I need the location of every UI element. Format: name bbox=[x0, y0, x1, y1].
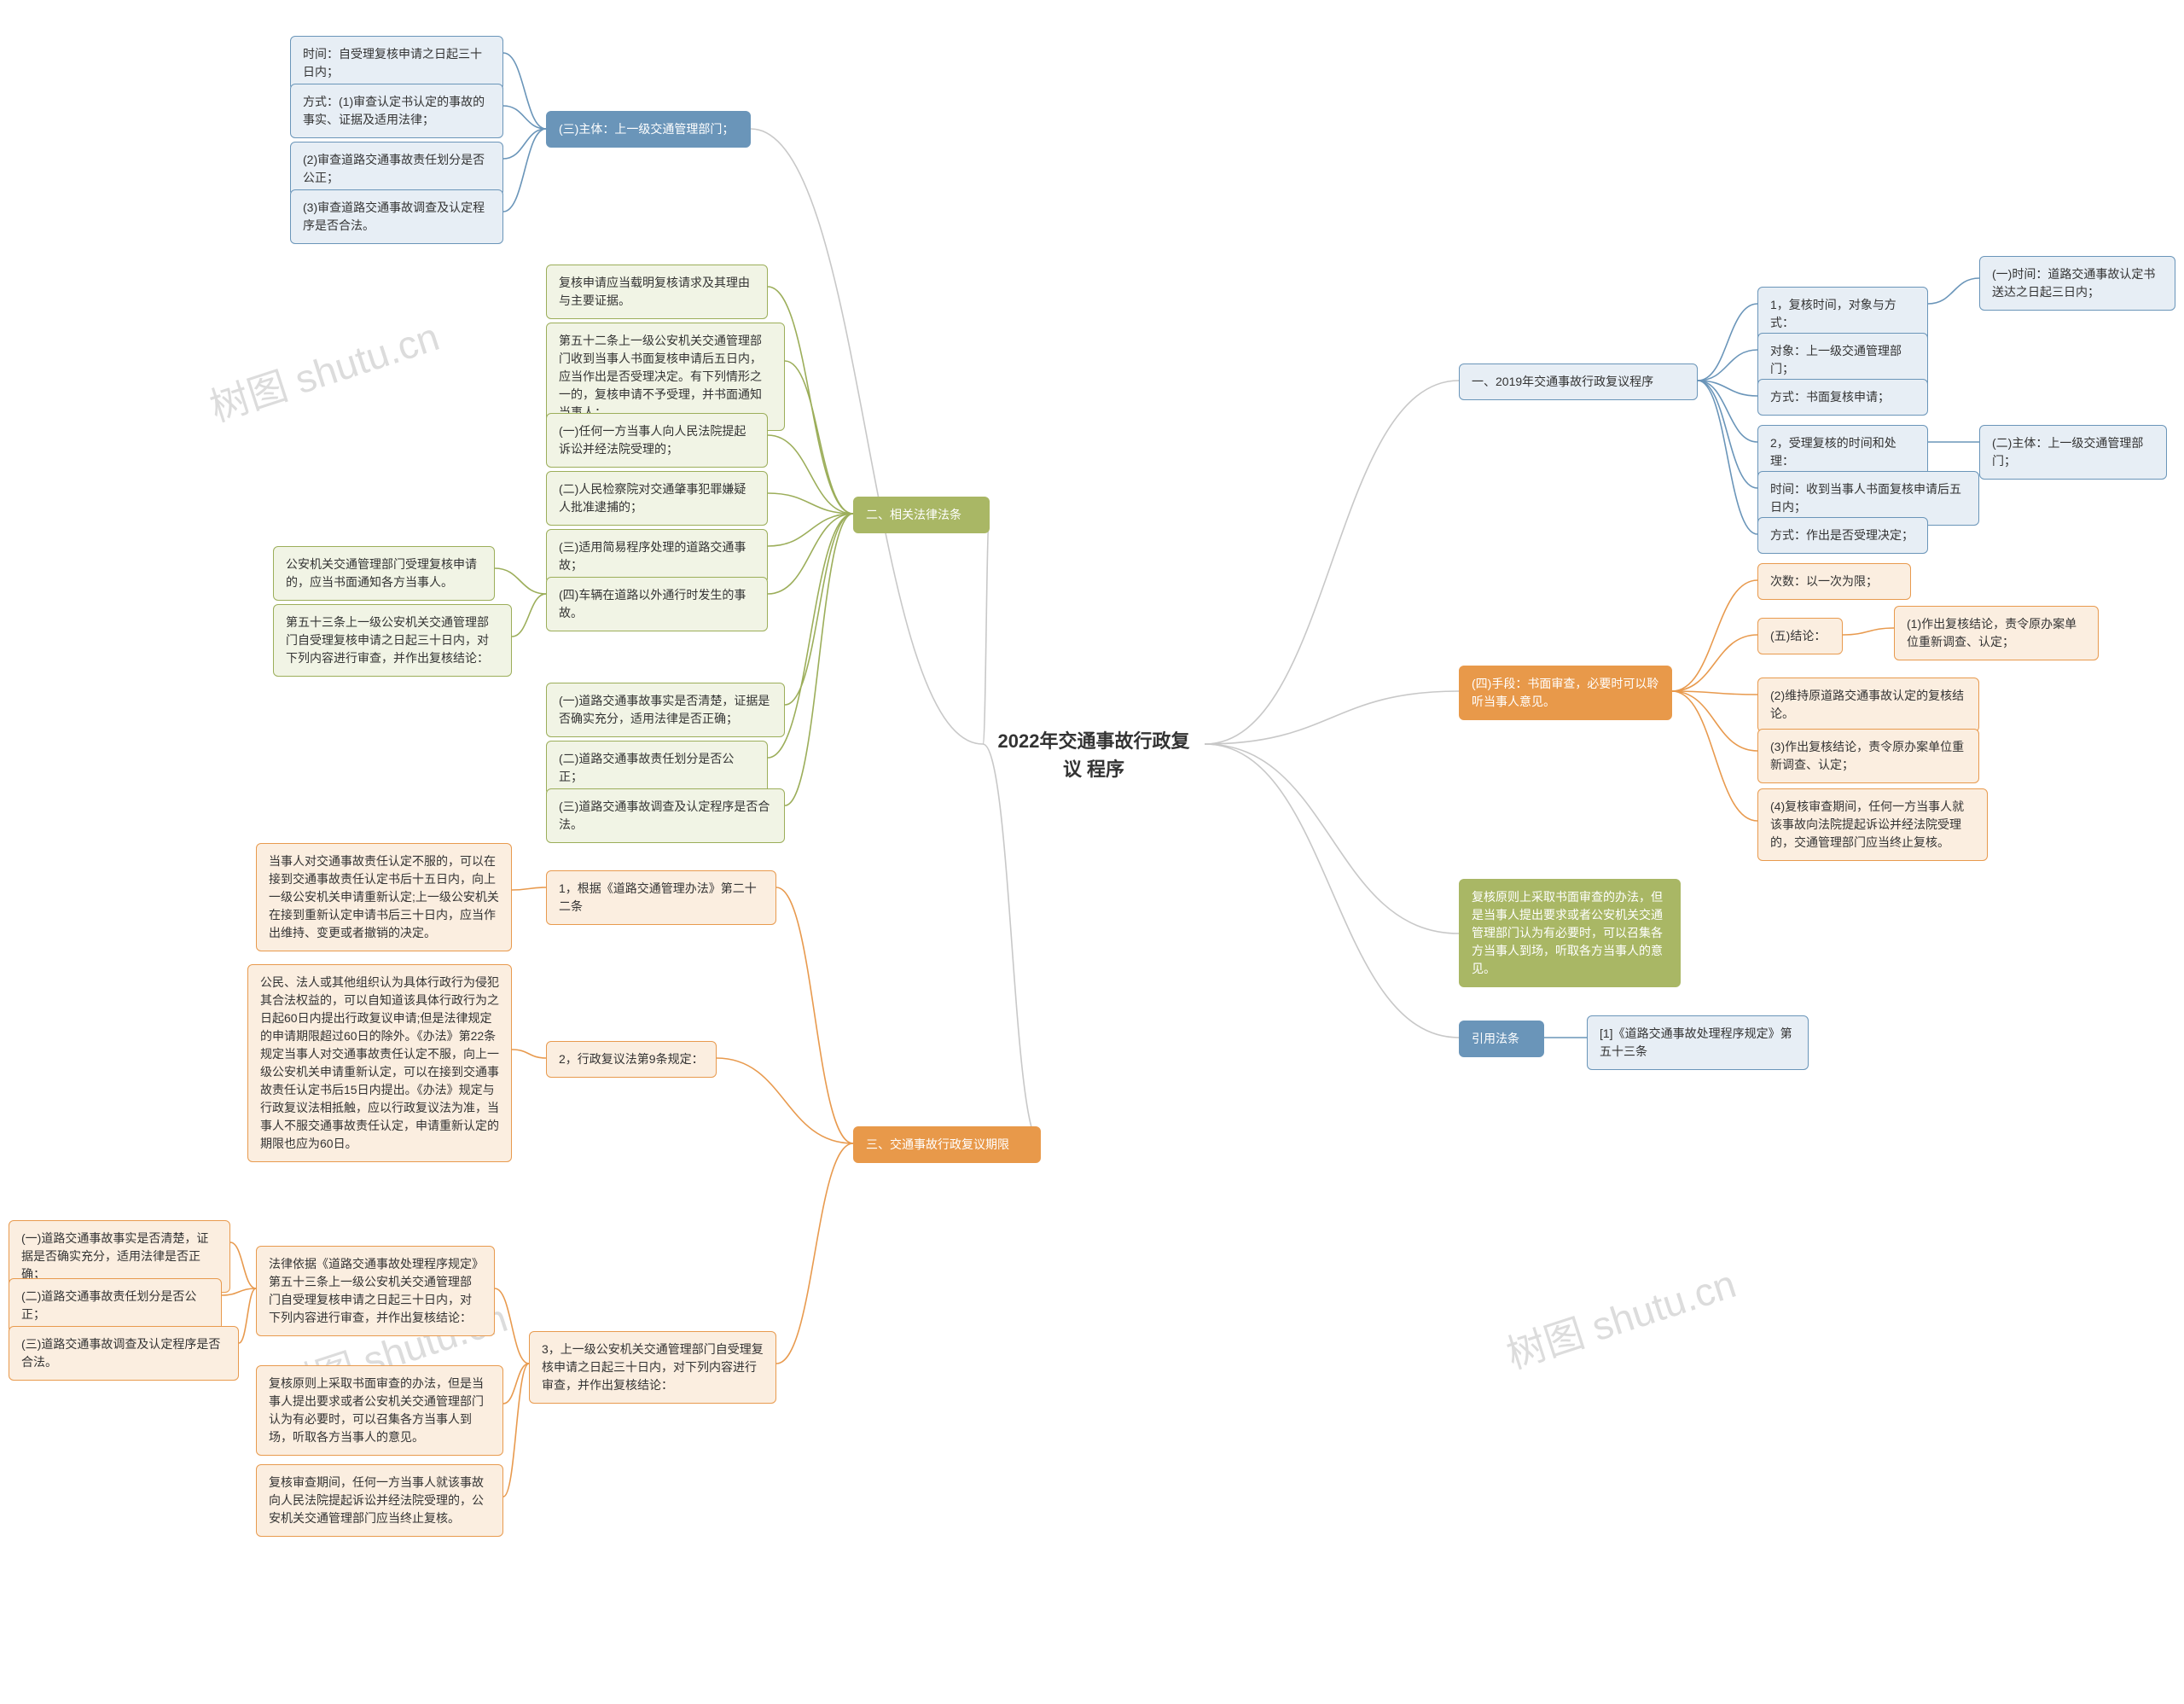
mindmap-node: 法律依据《道路交通事故处理程序规定》第五十三条上一级公安机关交通管理部门自受理复… bbox=[256, 1246, 495, 1336]
mindmap-node: 一、2019年交通事故行政复议程序 bbox=[1459, 363, 1698, 400]
mindmap-node: (三)道路交通事故调查及认定程序是否合法。 bbox=[9, 1326, 239, 1381]
mindmap-node: 次数：以一次为限； bbox=[1757, 563, 1911, 600]
mindmap-node: (四)手段：书面审查，必要时可以聆听当事人意见。 bbox=[1459, 666, 1672, 720]
mindmap-node: [1]《道路交通事故处理程序规定》第五十三条 bbox=[1587, 1015, 1809, 1070]
mindmap-node: (一)时间：道路交通事故认定书送达之日起三日内； bbox=[1979, 256, 2175, 311]
mindmap-node: 复核申请应当载明复核请求及其理由与主要证据。 bbox=[546, 265, 768, 319]
mindmap-node: (4)复核审查期间，任何一方当事人就该事故向法院提起诉讼并经法院受理的，交通管理… bbox=[1757, 788, 1988, 861]
mindmap-node: (二)主体：上一级交通管理部门； bbox=[1979, 425, 2167, 480]
mindmap-node: (2)维持原道路交通事故认定的复核结论。 bbox=[1757, 678, 1979, 732]
mindmap-node: 公民、法人或其他组织认为具体行政行为侵犯其合法权益的，可以自知道该具体行政行为之… bbox=[247, 964, 512, 1162]
mindmap-node: 复核原则上采取书面审查的办法，但是当事人提出要求或者公安机关交通管理部门认为有必… bbox=[1459, 879, 1681, 987]
mindmap-node: 第五十三条上一级公安机关交通管理部门自受理复核申请之日起三十日内，对下列内容进行… bbox=[273, 604, 512, 677]
mindmap-node: 3，上一级公安机关交通管理部门自受理复核申请之日起三十日内，对下列内容进行审查，… bbox=[529, 1331, 776, 1404]
mindmap-node: (3)作出复核结论，责令原办案单位重新调查、认定； bbox=[1757, 729, 1979, 783]
mindmap-node: 2，行政复议法第9条规定： bbox=[546, 1041, 717, 1078]
watermark: 树图 shutu.cn bbox=[1499, 1253, 1742, 1381]
mindmap-node: 公安机关交通管理部门受理复核申请的，应当书面通知各方当事人。 bbox=[273, 546, 495, 601]
mindmap-node: (一)任何一方当事人向人民法院提起诉讼并经法院受理的； bbox=[546, 413, 768, 468]
mindmap-node: 二、相关法律法条 bbox=[853, 497, 990, 533]
mindmap-node: (一)道路交通事故事实是否清楚，证据是否确实充分，适用法律是否正确； bbox=[546, 683, 785, 737]
mindmap-node: 方式：作出是否受理决定； bbox=[1757, 517, 1928, 554]
mindmap-node: (三)主体：上一级交通管理部门； bbox=[546, 111, 751, 148]
mindmap-node: (五)结论： bbox=[1757, 618, 1843, 654]
mindmap-node: 三、交通事故行政复议期限 bbox=[853, 1126, 1041, 1163]
mindmap-node: 复核审查期间，任何一方当事人就该事故向人民法院提起诉讼并经法院受理的，公安机关交… bbox=[256, 1464, 503, 1537]
mindmap-node: (二)人民检察院对交通肇事犯罪嫌疑人批准逮捕的； bbox=[546, 471, 768, 526]
root-node: 2022年交通事故行政复议 程序 bbox=[983, 718, 1205, 792]
mindmap-node: 1，根据《道路交通管理办法》第二十二条 bbox=[546, 870, 776, 925]
mindmap-node: 时间：自受理复核申请之日起三十日内； bbox=[290, 36, 503, 90]
mindmap-node: (三)适用简易程序处理的道路交通事故； bbox=[546, 529, 768, 584]
mindmap-node: (1)作出复核结论，责令原办案单位重新调查、认定； bbox=[1894, 606, 2099, 660]
mindmap-node: 引用法条 bbox=[1459, 1021, 1544, 1057]
watermark: 树图 shutu.cn bbox=[202, 306, 445, 433]
mindmap-node: (2)审查道路交通事故责任划分是否公正； bbox=[290, 142, 503, 196]
mindmap-node: (3)审查道路交通事故调查及认定程序是否合法。 bbox=[290, 189, 503, 244]
mindmap-node: 当事人对交通事故责任认定不服的，可以在接到交通事故责任认定书后十五日内，向上一级… bbox=[256, 843, 512, 951]
mindmap-node: 复核原则上采取书面审查的办法，但是当事人提出要求或者公安机关交通管理部门认为有必… bbox=[256, 1365, 503, 1456]
mindmap-node: (二)道路交通事故责任划分是否公正； bbox=[546, 741, 768, 795]
mindmap-node: (三)道路交通事故调查及认定程序是否合法。 bbox=[546, 788, 785, 843]
mindmap-node: (二)道路交通事故责任划分是否公正； bbox=[9, 1278, 222, 1333]
mindmap-node: 方式：书面复核申请； bbox=[1757, 379, 1928, 416]
mindmap-node: 方式：(1)审查认定书认定的事故的事实、证据及适用法律； bbox=[290, 84, 503, 138]
mindmap-node: (四)车辆在道路以外通行时发生的事故。 bbox=[546, 577, 768, 631]
